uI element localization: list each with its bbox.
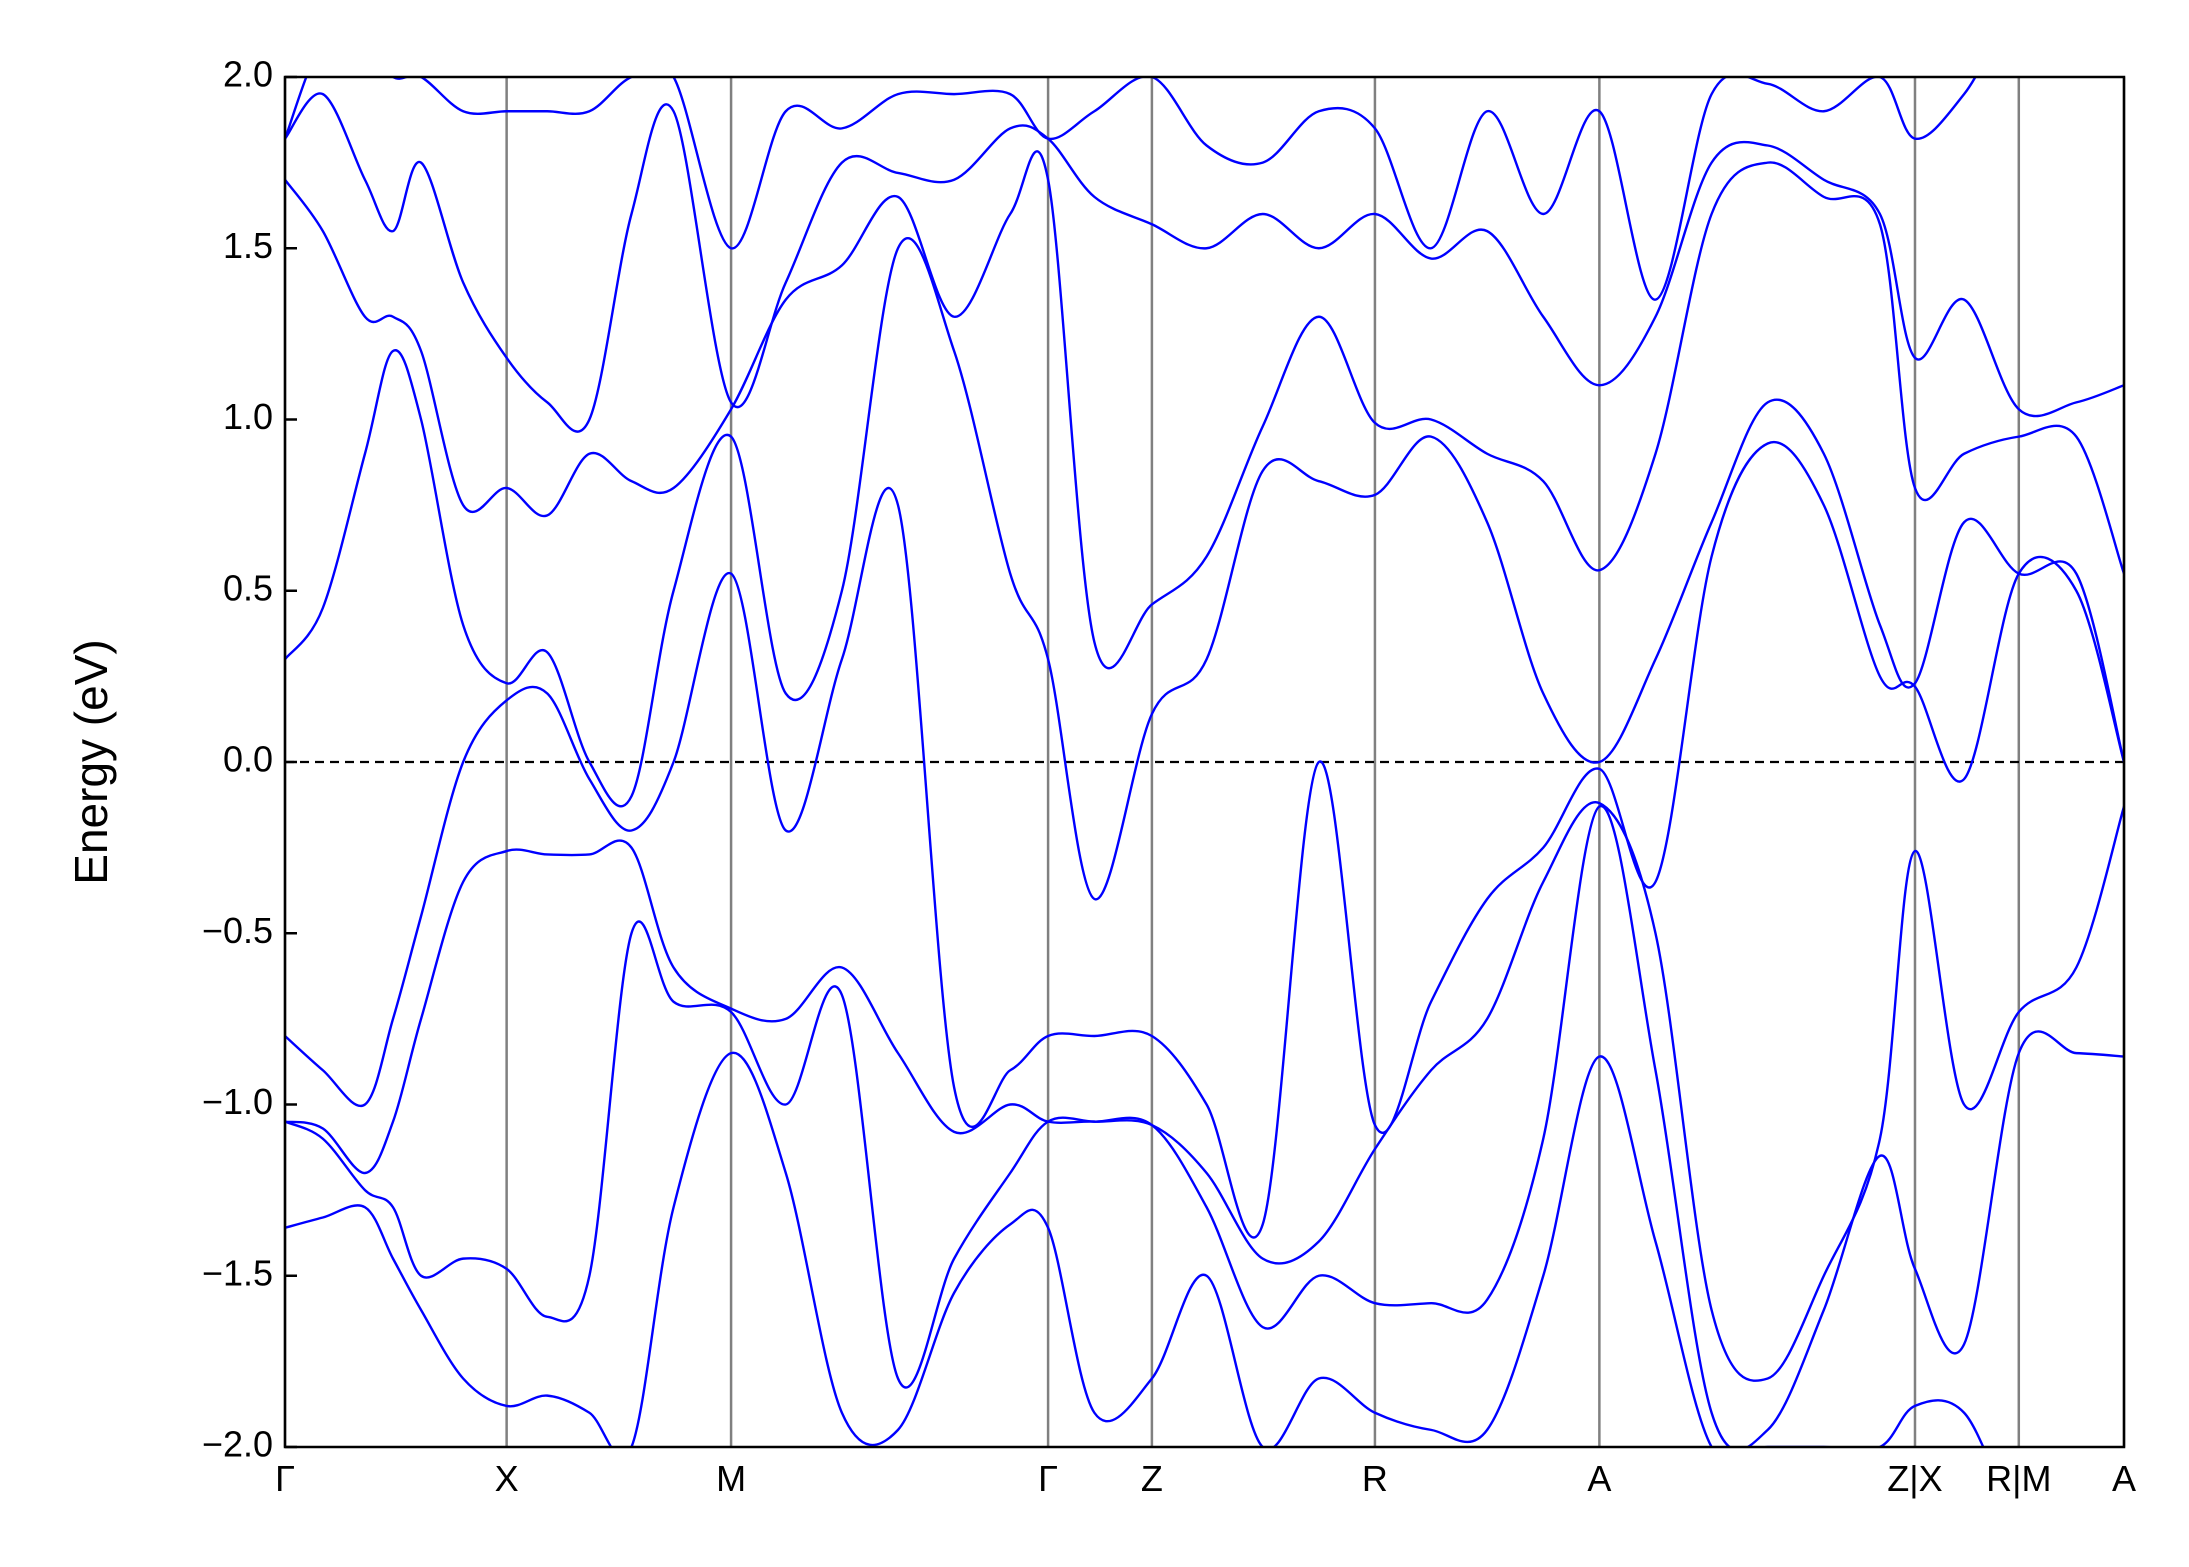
band (285, 92, 2124, 433)
y-tick-label: 0.0 (223, 739, 273, 780)
y-tick-label: −1.5 (202, 1252, 273, 1293)
y-tick-label: −2.0 (202, 1424, 273, 1465)
band (285, 440, 2124, 1239)
x-tick-label: Z|X (1887, 1458, 1942, 1499)
y-tick-label: −0.5 (202, 910, 273, 951)
y-tick-label: 2.0 (223, 54, 273, 95)
y-axis-label: Energy (eV) (65, 639, 117, 884)
x-tick-label: Γ (1038, 1458, 1058, 1499)
y-tick-label: 0.5 (223, 567, 273, 608)
x-tick-label: R|M (1986, 1458, 2051, 1499)
x-tick-label: R (1362, 1458, 1388, 1499)
band (285, 77, 1977, 301)
band (285, 1051, 1985, 1447)
y-tick-label: 1.0 (223, 396, 273, 437)
band (285, 150, 2124, 670)
y-tick-label: 1.5 (223, 225, 273, 266)
x-tick-label: Γ (275, 1458, 295, 1499)
band (285, 801, 2124, 1382)
x-tick-label: M (716, 1458, 746, 1499)
band (285, 805, 2124, 1447)
x-tick-label: A (1587, 1458, 1611, 1499)
plot-frame (283, 75, 2126, 1449)
x-tick-label: Z (1141, 1458, 1163, 1499)
band (285, 237, 2124, 901)
bands (285, 77, 2124, 1447)
x-tick-label: X (495, 1458, 519, 1499)
x-tick-label: A (2112, 1458, 2136, 1499)
y-tick-label: −1.0 (202, 1081, 273, 1122)
